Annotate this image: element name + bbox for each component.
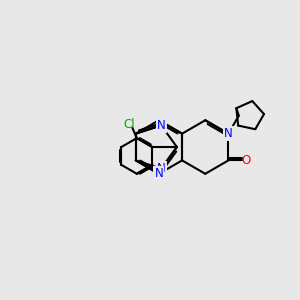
Text: N: N [154,167,163,180]
Text: N: N [157,119,166,132]
Text: N: N [157,162,166,175]
Text: Cl: Cl [123,118,135,130]
Text: O: O [242,154,251,167]
Text: N: N [224,127,233,140]
